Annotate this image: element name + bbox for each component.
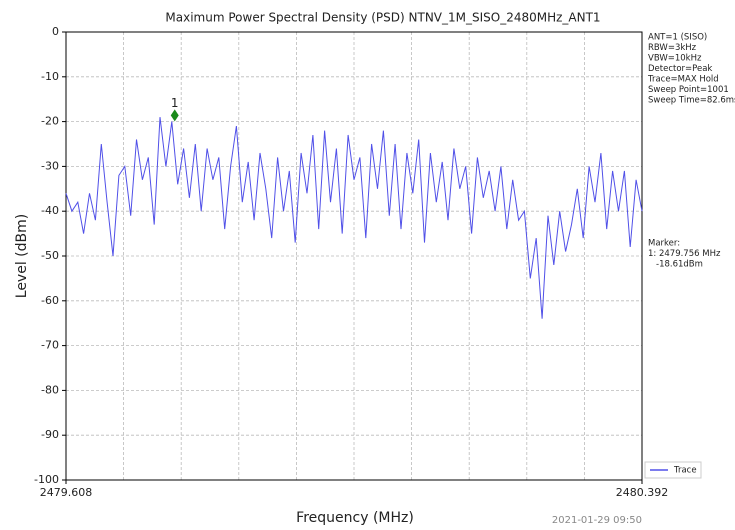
y-tick-label: -90 <box>41 428 59 441</box>
setting-line: Sweep Time=82.6ms <box>648 96 735 106</box>
marker-label: 1 <box>171 96 179 110</box>
setting-line: ANT=1 (SISO) <box>648 33 707 43</box>
y-tick-label: -50 <box>41 249 59 262</box>
y-tick-label: -70 <box>41 339 59 352</box>
plot-frame <box>65 31 643 481</box>
y-tick-label: -10 <box>41 70 59 83</box>
marker-info-line: Marker: <box>648 239 680 249</box>
setting-line: RBW=3kHz <box>648 43 697 53</box>
y-axis-label: Level (dBm) <box>14 214 30 298</box>
setting-line: Sweep Point=1001 <box>648 85 729 95</box>
chart-title: Maximum Power Spectral Density (PSD) NTN… <box>165 11 600 25</box>
legend-box <box>644 461 702 479</box>
x-axis-label: Frequency (MHz) <box>296 510 414 526</box>
y-tick-label: -100 <box>34 473 59 486</box>
setting-line: Detector=Peak <box>648 64 712 74</box>
y-tick-label: 0 <box>52 25 59 38</box>
y-tick-label: -40 <box>41 204 59 217</box>
y-tick-label: -30 <box>41 159 59 172</box>
timestamp: 2021-01-29 09:50 <box>552 515 642 526</box>
setting-line: VBW=10kHz <box>648 54 702 64</box>
trace-line <box>65 117 643 319</box>
y-tick-label: -80 <box>41 383 59 396</box>
legend-label: Trace <box>673 466 697 476</box>
marker-point <box>170 109 179 122</box>
x-tick-label: 2479.608 <box>40 486 93 499</box>
y-tick-label: -60 <box>41 294 59 307</box>
marker-info-line: 1: 2479.756 MHz <box>648 249 721 259</box>
marker-info-line: -18.61dBm <box>656 260 703 270</box>
x-tick-label: 2480.392 <box>616 486 669 499</box>
y-tick-label: -20 <box>41 115 59 128</box>
setting-line: Trace=MAX Hold <box>647 75 719 85</box>
